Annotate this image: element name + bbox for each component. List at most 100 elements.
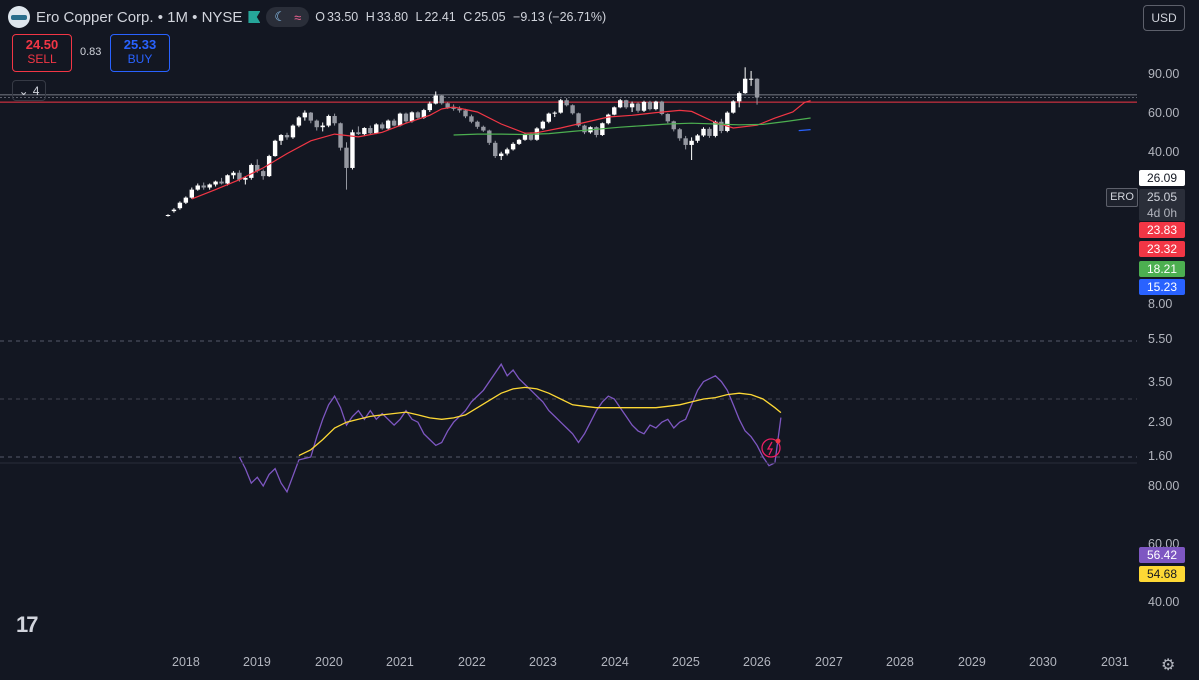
candle-body bbox=[665, 113, 670, 122]
candle-body bbox=[385, 120, 391, 129]
candle-body bbox=[570, 105, 575, 114]
candle-body bbox=[165, 214, 171, 216]
candle-body bbox=[231, 172, 236, 176]
ma-red-line bbox=[191, 100, 811, 200]
candle-body bbox=[368, 128, 373, 134]
candle-body bbox=[391, 120, 397, 126]
candle-body bbox=[189, 189, 194, 198]
candle-body bbox=[409, 112, 415, 122]
time-tick: 2020 bbox=[315, 655, 343, 669]
candle-body bbox=[522, 134, 528, 140]
candle-body bbox=[623, 100, 629, 108]
candle-body bbox=[326, 115, 331, 126]
candle-body bbox=[439, 95, 444, 104]
countdown-tag: 4d 0h bbox=[1139, 205, 1185, 221]
symbol-title[interactable]: Ero Copper Corp. • 1M • NYSE bbox=[36, 8, 243, 26]
candle-body bbox=[618, 100, 623, 108]
tradingview-logo[interactable]: 17 bbox=[16, 612, 39, 637]
time-tick: 2021 bbox=[386, 655, 414, 669]
sell-button[interactable]: 24.50 SELL bbox=[12, 34, 72, 72]
time-tick: 2024 bbox=[601, 655, 629, 669]
candle-body bbox=[540, 121, 546, 129]
candle-body bbox=[606, 114, 611, 124]
candle-body bbox=[278, 134, 284, 141]
candle-body bbox=[261, 171, 266, 177]
candle-body bbox=[552, 112, 557, 114]
candle-body bbox=[713, 121, 718, 136]
candle-body bbox=[403, 113, 409, 122]
price-pane bbox=[0, 67, 1137, 464]
price-tick: 1.60 bbox=[1148, 449, 1173, 463]
candle-body bbox=[183, 197, 189, 203]
candle-body bbox=[284, 134, 290, 138]
low-value: 22.41 bbox=[424, 10, 456, 24]
chart-header: Ero Copper Corp. • 1M • NYSE ☾ ≈ O 33.50 … bbox=[8, 6, 606, 28]
gear-icon[interactable]: ⚙ bbox=[1161, 657, 1176, 674]
sell-price: 24.50 bbox=[25, 37, 59, 52]
time-tick: 2028 bbox=[886, 655, 914, 669]
rsi-line bbox=[238, 362, 782, 494]
buy-button[interactable]: 25.33 BUY bbox=[110, 34, 170, 72]
time-tick: 2023 bbox=[529, 655, 557, 669]
ma-green-tag: 18.21 bbox=[1139, 261, 1185, 277]
candle-body bbox=[499, 153, 504, 157]
candle-body bbox=[308, 112, 313, 121]
candle-body bbox=[177, 202, 183, 209]
candle-body bbox=[219, 181, 224, 184]
candle-body bbox=[243, 177, 248, 180]
candle-body bbox=[748, 78, 754, 80]
sell-label: SELL bbox=[27, 52, 57, 66]
candle-body bbox=[421, 110, 427, 118]
time-tick: 2025 bbox=[672, 655, 700, 669]
candle-body bbox=[546, 113, 551, 122]
rsi-ma-tag: 54.68 bbox=[1139, 566, 1185, 582]
candle-body bbox=[719, 121, 724, 131]
price-tick: 3.50 bbox=[1148, 375, 1173, 389]
ticker-tag: ERO bbox=[1106, 188, 1138, 207]
candle-body bbox=[635, 103, 641, 111]
buy-label: BUY bbox=[127, 52, 153, 66]
indicators-toggle[interactable]: ⌄ 4 bbox=[12, 80, 46, 101]
flag-icon[interactable] bbox=[248, 11, 261, 23]
time-tick: 2022 bbox=[458, 655, 486, 669]
time-tick: 2030 bbox=[1029, 655, 1057, 669]
rsi-tick: 80.00 bbox=[1148, 479, 1180, 493]
wave-icon: ≈ bbox=[294, 9, 302, 25]
moon-icon: ☾ bbox=[274, 9, 287, 24]
price-tick: 2.30 bbox=[1148, 415, 1173, 429]
price-tick: 60.00 bbox=[1148, 106, 1180, 120]
candle-body bbox=[731, 101, 736, 113]
candle-body bbox=[582, 125, 587, 133]
ma-green-line bbox=[453, 117, 811, 136]
candle-body bbox=[201, 185, 206, 188]
candle-body bbox=[754, 78, 760, 98]
candle-body bbox=[225, 175, 230, 184]
currency-select[interactable]: USD bbox=[1143, 5, 1185, 31]
open-value: 33.50 bbox=[326, 10, 359, 24]
time-tick: 2027 bbox=[815, 655, 843, 669]
candle-body bbox=[558, 100, 563, 113]
candle-body bbox=[659, 101, 665, 114]
candle-body bbox=[451, 107, 456, 109]
candle-body bbox=[647, 101, 653, 110]
price-tick: 90.00 bbox=[1148, 67, 1180, 81]
candle-body bbox=[475, 121, 480, 127]
candle-body bbox=[463, 110, 468, 117]
candle-body bbox=[576, 113, 581, 126]
candle-body bbox=[427, 103, 432, 111]
ma-blue-tag: 15.23 bbox=[1139, 279, 1185, 295]
candle-body bbox=[445, 103, 450, 108]
session-pill[interactable]: ☾ ≈ bbox=[266, 7, 310, 27]
candle-body bbox=[742, 78, 748, 94]
candle-body bbox=[338, 123, 343, 148]
candle-body bbox=[207, 184, 212, 188]
candle-body bbox=[302, 112, 308, 118]
crosshair-price-tag: 26.09 bbox=[1139, 170, 1185, 186]
candle-body bbox=[380, 124, 385, 129]
alert-icon[interactable] bbox=[761, 438, 781, 458]
candle-body bbox=[612, 107, 617, 115]
candle-body bbox=[171, 209, 177, 212]
candle-body bbox=[737, 93, 742, 102]
candle-body bbox=[481, 126, 486, 131]
